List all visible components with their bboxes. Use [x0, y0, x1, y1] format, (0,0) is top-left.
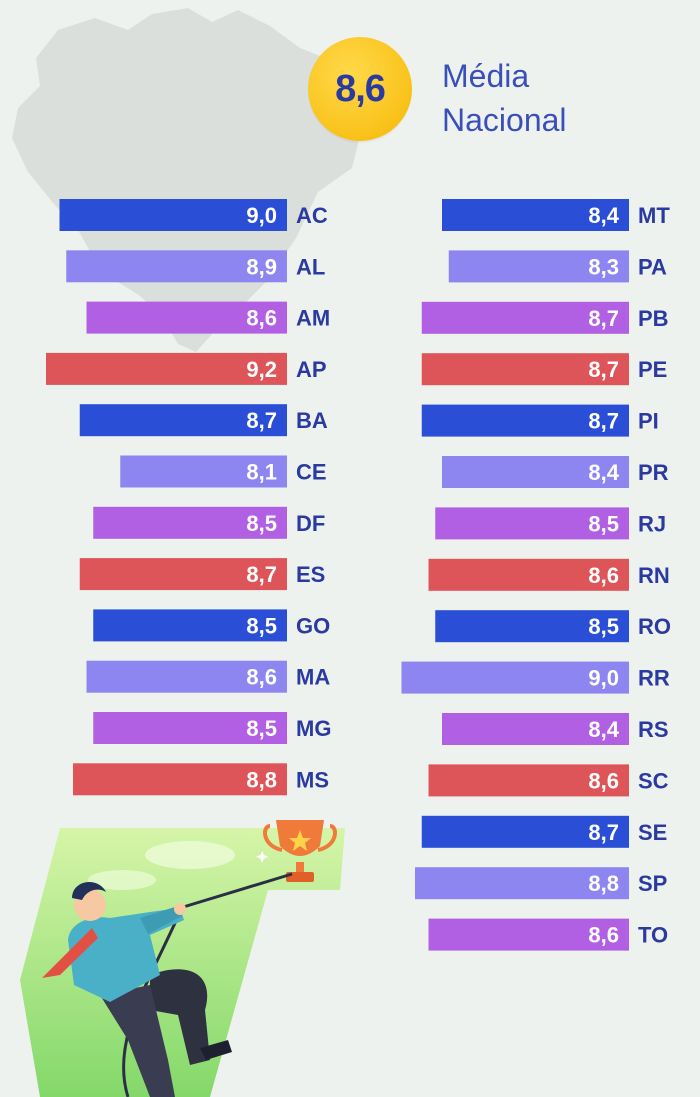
bar-value-label: 8,6 — [588, 768, 619, 793]
bar-value-label: 8,7 — [588, 357, 619, 382]
national-average-label: Média Nacional — [442, 54, 642, 142]
state-label: CE — [296, 460, 327, 485]
bar-sp — [415, 867, 629, 900]
bar-value-label: 8,7 — [246, 408, 277, 433]
bar-pr — [442, 456, 629, 488]
bar-value-label: 8,1 — [246, 460, 277, 485]
state-label: RJ — [638, 511, 666, 536]
state-label: MA — [296, 665, 330, 690]
state-label: RO — [638, 614, 671, 639]
bar-go — [93, 609, 287, 642]
bar-value-label: 8,7 — [588, 820, 619, 845]
bar-al — [66, 250, 287, 283]
climber-figure — [42, 881, 232, 1097]
state-label: RN — [638, 563, 670, 588]
national-average-label-line2: Nacional — [442, 102, 567, 138]
national-average-badge: 8,6 — [308, 37, 412, 141]
state-label: MT — [638, 203, 670, 228]
state-label: MG — [296, 716, 331, 741]
bar-ms — [73, 763, 287, 796]
bar-value-label: 8,6 — [588, 923, 619, 948]
trophy-icon — [256, 820, 337, 882]
state-label: ES — [296, 562, 325, 587]
state-label: MS — [296, 767, 329, 792]
bar-value-label: 8,5 — [246, 716, 277, 741]
bar-value-label: 8,4 — [588, 460, 619, 485]
bar-rr — [401, 661, 629, 694]
bar-value-label: 8,6 — [246, 665, 277, 690]
bar-value-label: 8,4 — [588, 203, 619, 228]
bar-value-label: 8,8 — [246, 767, 277, 792]
state-label: GO — [296, 613, 330, 638]
bar-value-label: 8,5 — [246, 613, 277, 638]
bar-rs — [442, 713, 629, 745]
state-label: PB — [638, 306, 669, 331]
bar-value-label: 9,0 — [588, 666, 619, 691]
bar-value-label: 9,0 — [246, 203, 277, 228]
bar-ap — [46, 352, 287, 385]
state-label: RR — [638, 666, 670, 691]
bar-pa — [448, 250, 629, 283]
bar-value-label: 8,3 — [588, 254, 619, 279]
bar-df — [93, 506, 287, 539]
bar-pi — [421, 404, 629, 437]
bar-ba — [79, 404, 287, 437]
bar-value-label: 8,7 — [588, 306, 619, 331]
state-label: PE — [638, 357, 667, 382]
state-label: AP — [296, 357, 327, 382]
state-label: SP — [638, 871, 667, 896]
bar-value-label: 8,7 — [588, 409, 619, 434]
bar-am — [86, 301, 287, 334]
bar-se — [421, 815, 629, 848]
bar-value-label: 8,8 — [588, 871, 619, 896]
bar-ac — [59, 199, 287, 231]
bar-value-label: 8,4 — [588, 717, 619, 742]
bar-value-label: 9,2 — [246, 357, 277, 382]
state-label: TO — [638, 923, 668, 948]
bar-to — [428, 918, 629, 951]
state-label: BA — [296, 408, 328, 433]
bar-value-label: 8,5 — [588, 511, 619, 536]
national-average-value: 8,6 — [335, 67, 386, 110]
state-label: DF — [296, 511, 325, 536]
bar-pe — [421, 353, 629, 386]
bar-ma — [86, 660, 287, 693]
bar-rj — [435, 507, 629, 540]
bar-mg — [93, 712, 287, 744]
bar-value-label: 8,7 — [246, 562, 277, 587]
state-label: RS — [638, 717, 669, 742]
cloud-shape — [88, 870, 156, 890]
rope-shape — [179, 872, 293, 910]
bar-value-label: 8,5 — [588, 614, 619, 639]
state-label: AL — [296, 254, 325, 279]
national-average-label-line1: Média — [442, 58, 530, 94]
bar-sc — [428, 764, 629, 797]
bar-value-label: 8,5 — [246, 511, 277, 536]
bar-rn — [428, 558, 629, 591]
state-label: PA — [638, 254, 667, 279]
state-label: SC — [638, 768, 669, 793]
state-label: AM — [296, 306, 330, 331]
state-label: AC — [296, 203, 328, 228]
bar-value-label: 8,9 — [246, 254, 277, 279]
bar-ce — [120, 455, 287, 488]
bar-mt — [442, 199, 629, 231]
cloud-shape — [145, 841, 235, 869]
state-label: SE — [638, 820, 667, 845]
bar-es — [79, 558, 287, 591]
bar-value-label: 8,6 — [588, 563, 619, 588]
bar-ro — [435, 610, 629, 643]
state-label: PI — [638, 409, 659, 434]
state-label: PR — [638, 460, 669, 485]
bar-value-label: 8,6 — [246, 306, 277, 331]
bar-pb — [421, 301, 629, 334]
